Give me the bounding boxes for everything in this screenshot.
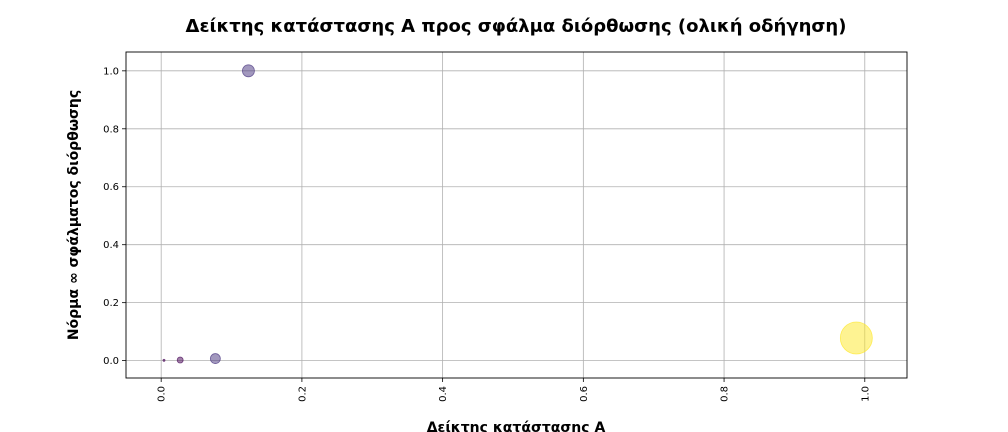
grid	[126, 52, 907, 378]
x-tick-label: 0.0	[157, 386, 168, 402]
y-tick-label: 0.2	[103, 298, 119, 309]
scatter-point	[242, 64, 255, 78]
points	[162, 64, 873, 364]
chart-title: Δείκτης κατάστασης A προς σφάλμα διόρθωσ…	[186, 16, 847, 37]
y-tick-label: 0.4	[103, 240, 119, 251]
y-axis-label: Νόρμα ∞ σφάλματος διόρθωσης	[66, 90, 82, 340]
y-tick-label: 0.8	[103, 124, 119, 135]
x-axis-ticks: 0.0 0.2 0.4 0.6 0.8 1.0	[157, 378, 871, 402]
y-tick-label: 0.6	[103, 182, 119, 193]
scatter-point	[209, 353, 221, 364]
x-tick-label: 0.2	[297, 386, 308, 402]
x-tick-label: 0.8	[720, 386, 731, 402]
y-axis-ticks: 0.0 0.2 0.4 0.6 0.8 1.0	[103, 66, 126, 367]
scatter-point	[162, 358, 166, 362]
plot-area-frame	[125, 51, 908, 379]
scatter-point	[839, 321, 873, 355]
x-tick-label: 0.6	[579, 386, 590, 402]
x-axis-label: Δείκτης κατάστασης A	[427, 420, 606, 432]
y-tick-label: 1.0	[103, 66, 119, 77]
x-tick-label: 1.0	[860, 386, 871, 402]
x-tick-label: 0.4	[438, 386, 449, 402]
scatter-point	[176, 356, 184, 364]
y-tick-label: 0.0	[103, 356, 119, 367]
